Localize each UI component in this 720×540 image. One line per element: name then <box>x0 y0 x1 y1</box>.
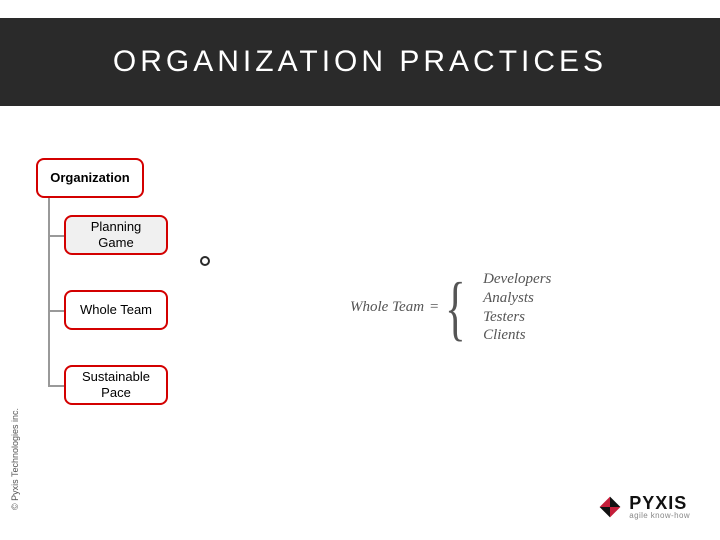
whole-team-equation: Whole Team = { Developers Analysts Teste… <box>350 270 551 345</box>
tree-trunk <box>48 198 50 385</box>
title-bar: ORGANIZATION PRACTICES <box>0 18 720 106</box>
equation-lhs: Whole Team <box>350 299 424 316</box>
page-title: ORGANIZATION PRACTICES <box>113 45 607 79</box>
bullet-marker <box>200 256 210 266</box>
org-child-label: Whole Team <box>80 302 152 318</box>
org-child-label: Planning Game <box>91 219 142 250</box>
logo-text: PYXIS agile know-how <box>629 494 690 520</box>
org-child-whole-team: Whole Team <box>64 290 168 330</box>
equation-rhs-item: Clients <box>483 326 551 345</box>
left-brace-icon: { <box>445 278 466 338</box>
equation-rhs-item: Developers <box>483 270 551 289</box>
tree-branch <box>48 385 64 387</box>
pyxis-logo: PYXIS agile know-how <box>597 494 690 520</box>
org-child-planning-game: Planning Game <box>64 215 168 255</box>
logo-name: PYXIS <box>629 494 690 512</box>
org-root-label: Organization <box>50 170 129 186</box>
org-child-sustainable-pace: Sustainable Pace <box>64 365 168 405</box>
equation-rhs-item: Testers <box>483 308 551 327</box>
equation-rhs: Developers Analysts Testers Clients <box>483 270 551 345</box>
equation-rhs-item: Analysts <box>483 289 551 308</box>
copyright-text: © Pyxis Technologies inc. <box>10 408 20 510</box>
pyxis-logo-icon <box>597 494 623 520</box>
logo-tagline: agile know-how <box>629 512 690 520</box>
equals-sign: = <box>430 299 438 316</box>
tree-branch <box>48 235 64 237</box>
org-child-label: Sustainable Pace <box>82 369 150 400</box>
org-root: Organization <box>36 158 144 198</box>
tree-branch <box>48 310 64 312</box>
